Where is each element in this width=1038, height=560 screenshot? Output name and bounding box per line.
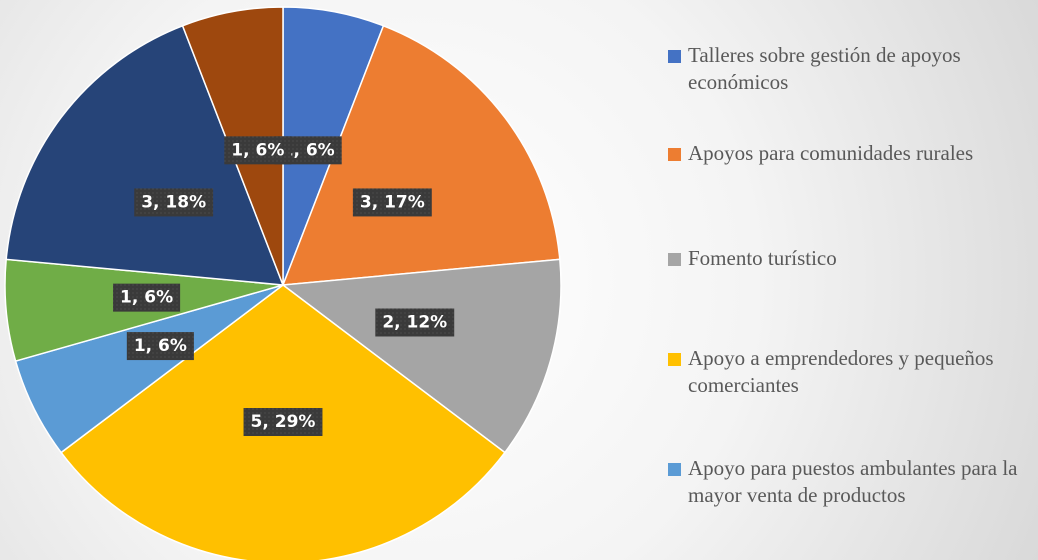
data-label-text: 1, 6% xyxy=(231,140,284,160)
pie-slice xyxy=(281,24,561,286)
data-label: 2, 12% xyxy=(375,308,455,337)
data-label: 5, 29% xyxy=(243,408,323,436)
legend-entry: Fomento turístico xyxy=(668,245,1038,272)
data-label-box xyxy=(126,332,194,361)
legend-label: Talleres sobre gestión de apoyos económi… xyxy=(688,43,961,94)
data-label-box xyxy=(134,188,214,217)
legend-entry: Apoyo a emprendedores y pequeños comerci… xyxy=(668,345,1038,399)
data-label-text: 1, 6% xyxy=(120,288,173,308)
legend-swatch xyxy=(668,148,681,161)
legend-swatch xyxy=(668,353,681,366)
data-label-text: 5, 29% xyxy=(251,412,316,432)
data-label: 1, 6% xyxy=(224,136,292,165)
data-label-text: 2, 12% xyxy=(382,312,447,332)
legend-entry: Apoyo para puestos ambulantes para la ma… xyxy=(668,455,1038,509)
data-label-text: 3, 17% xyxy=(360,192,425,212)
pie-slice xyxy=(281,258,562,454)
legend-label: Apoyo a emprendedores y pequeños comerci… xyxy=(688,346,994,397)
data-label-text: 3, 18% xyxy=(141,192,206,212)
pie-slice xyxy=(5,24,285,286)
legend-label: Fomento turístico xyxy=(688,246,837,270)
data-label: 3, 18% xyxy=(134,188,214,217)
data-label-box xyxy=(352,188,432,217)
legend-entry: Apoyos para comunidades rurales xyxy=(668,140,1038,167)
legend-swatch xyxy=(668,50,681,63)
data-label-text: 1, 6% xyxy=(134,336,187,356)
data-label-box xyxy=(113,283,181,312)
legend-swatch xyxy=(668,253,681,266)
legend-label: Apoyo para puestos ambulantes para la ma… xyxy=(688,456,1018,507)
legend-entry: Talleres sobre gestión de apoyos económi… xyxy=(668,42,1038,96)
legend-swatch xyxy=(668,463,681,476)
data-label-box xyxy=(224,136,292,165)
data-label-box xyxy=(375,308,455,337)
data-label: 3, 17% xyxy=(352,188,432,217)
data-label-box xyxy=(243,408,323,436)
data-label: 1, 6% xyxy=(126,332,194,361)
legend-label: Apoyos para comunidades rurales xyxy=(688,141,974,165)
data-label-text: 1, 6% xyxy=(282,140,335,160)
data-label: 1, 6% xyxy=(113,283,181,312)
